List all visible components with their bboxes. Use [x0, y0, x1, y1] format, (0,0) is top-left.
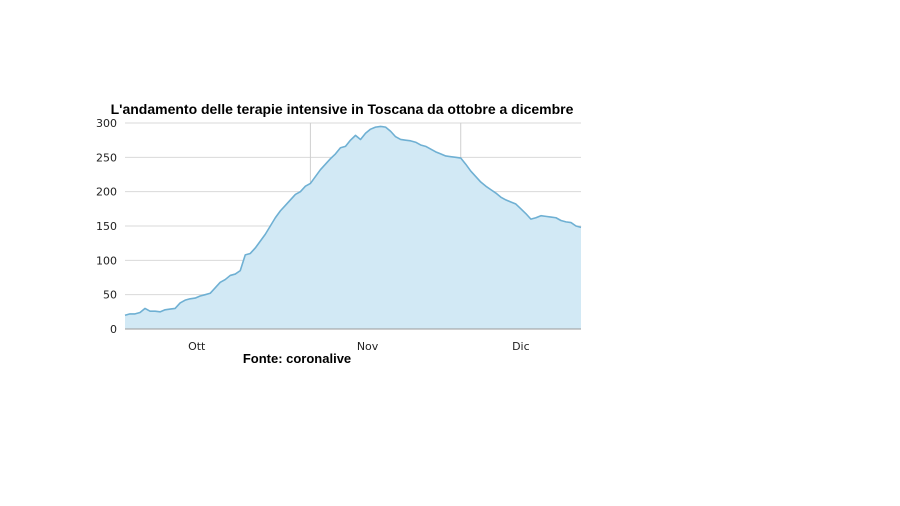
- area-fill: [125, 126, 581, 330]
- y-tick-label: 250: [96, 151, 117, 164]
- y-tick-label: 0: [110, 323, 117, 336]
- series-line: [124, 125, 582, 317]
- area-layer: [124, 125, 582, 330]
- x-axis: Ott Nov Dic: [188, 340, 530, 353]
- y-axis: 0 50 100 150 200 250 300: [96, 117, 117, 336]
- chart-title: L'andamento delle terapie intensive in T…: [111, 101, 574, 117]
- y-tick-label: 200: [96, 186, 117, 199]
- x-tick-label: Ott: [188, 340, 206, 353]
- y-tick-label: 300: [96, 117, 117, 130]
- x-tick-label: Dic: [512, 340, 530, 353]
- y-tick-label: 150: [96, 220, 117, 233]
- y-tick-label: 50: [103, 289, 117, 302]
- x-tick-label: Nov: [357, 340, 379, 353]
- y-tick-label: 100: [96, 254, 117, 267]
- source-label: Fonte: coronalive: [243, 351, 351, 366]
